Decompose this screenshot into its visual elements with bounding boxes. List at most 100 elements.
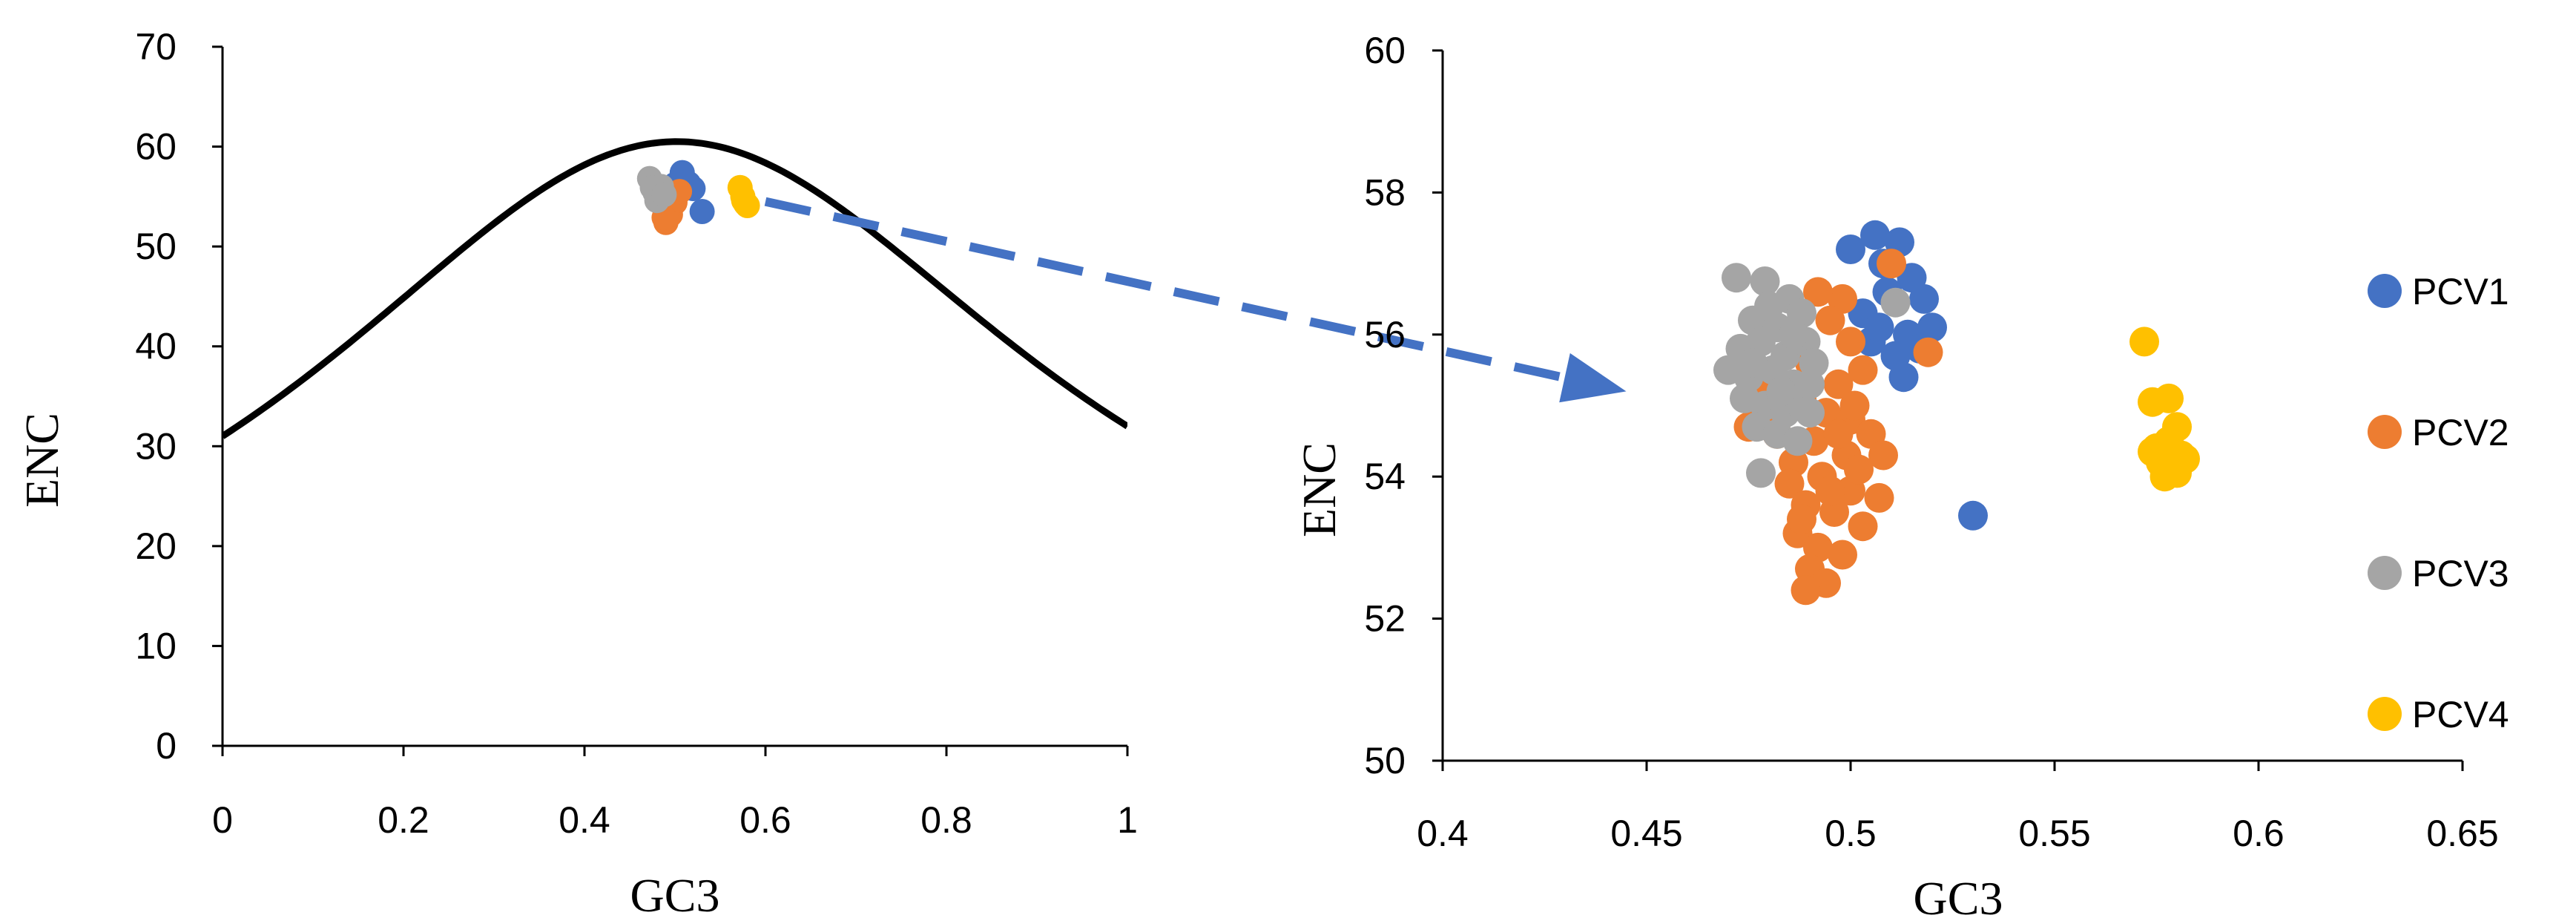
- right-chart: 0.4 0.45 0.5 0.55 0.6 0.65 50 52 54 56 58 60 GC3 EN…: [1293, 30, 2509, 918]
- right-x-tick-label: 0.6: [2233, 813, 2285, 854]
- left-x-axis-title: GC3: [630, 869, 720, 918]
- right-x-axis-title: GC3: [1914, 872, 2003, 918]
- legend: PCV1 PCV2 PCV3 PCV4: [2368, 271, 2509, 735]
- right-point-pcv2: [1774, 468, 1805, 499]
- right-point-pcv1: [1888, 362, 1919, 393]
- right-x-tick-label: 0.55: [2018, 813, 2090, 854]
- right-point-pcv3: [1746, 458, 1776, 488]
- right-point-pcv4: [2162, 458, 2192, 488]
- right-y-tick-label: 50: [1364, 740, 1406, 781]
- expected-enc-curve: [223, 138, 1127, 439]
- left-y-tick-label: 40: [135, 326, 177, 367]
- right-x-tick-label: 0.5: [1825, 813, 1877, 854]
- left-y-tick-label: 70: [135, 26, 177, 68]
- right-series-pcv4: [2129, 327, 2200, 492]
- left-x-tick-label: 0.8: [920, 799, 972, 841]
- left-series-pcv4: [727, 174, 760, 218]
- legend-item-pcv2: PCV2: [2368, 412, 2509, 453]
- left-point-pcv1: [689, 199, 715, 224]
- right-point-pcv1: [1860, 220, 1890, 250]
- right-point-pcv2: [1815, 476, 1845, 506]
- right-series-pcv2: [1733, 249, 1943, 606]
- right-point-pcv2: [1848, 355, 1878, 385]
- left-y-tick-label: 60: [135, 126, 177, 168]
- right-point-pcv3: [1795, 369, 1825, 399]
- right-point-pcv2: [1848, 511, 1878, 542]
- right-point-pcv2: [1839, 390, 1870, 421]
- right-y-axis-title: ENC: [1293, 442, 1345, 537]
- left-x-tick-label: 1: [1117, 799, 1138, 841]
- left-series-pcv3: [636, 165, 677, 214]
- right-point-pcv3: [1766, 376, 1796, 407]
- legend-marker-pcv2: [2368, 415, 2402, 449]
- right-point-pcv3: [1779, 319, 1808, 350]
- right-point-pcv2: [1828, 540, 1857, 570]
- right-point-pcv2: [1913, 337, 1943, 367]
- right-point-pcv1: [1836, 235, 1865, 264]
- right-y-tick-label: 60: [1364, 30, 1406, 71]
- right-point-pcv4: [2138, 436, 2167, 467]
- left-x-tick-label: 0.6: [739, 799, 791, 841]
- left-y-tick-label: 30: [135, 425, 177, 467]
- right-y-tick-label: 58: [1364, 171, 1406, 213]
- right-point-pcv2: [1836, 327, 1865, 357]
- right-y-tick-label: 54: [1364, 456, 1406, 497]
- right-point-pcv2: [1791, 575, 1821, 606]
- zoom-arrow-line: [764, 197, 1566, 382]
- right-point-pcv1: [1909, 283, 1939, 314]
- right-point-pcv2: [1864, 482, 1894, 513]
- right-point-pcv3: [1722, 263, 1751, 293]
- legend-label-pcv1: PCV1: [2412, 271, 2509, 312]
- left-y-tick-label: 0: [156, 725, 177, 767]
- left-y-tick-label: 50: [135, 226, 177, 267]
- right-x-tick-label: 0.65: [2426, 813, 2498, 854]
- legend-item-pcv4: PCV4: [2368, 694, 2509, 735]
- zoom-arrow-head: [1559, 353, 1627, 403]
- legend-marker-pcv4: [2368, 697, 2402, 731]
- legend-label-pcv2: PCV2: [2412, 412, 2509, 453]
- right-point-pcv2: [1803, 277, 1833, 307]
- left-x-tick-label: 0: [212, 799, 233, 841]
- right-x-tick-label: 0.4: [1417, 813, 1469, 854]
- right-y-tick-label: 56: [1364, 314, 1406, 355]
- left-point-pcv3: [651, 182, 677, 208]
- left-x-tick-label: 0.2: [378, 799, 429, 841]
- right-plot-area: [1713, 220, 2200, 606]
- right-y-tick-label: 52: [1364, 598, 1406, 640]
- right-point-pcv2: [1815, 305, 1845, 335]
- left-y-tick-label: 20: [135, 525, 177, 567]
- right-point-pcv3: [1750, 266, 1780, 296]
- right-point-pcv2: [1877, 249, 1906, 279]
- right-point-pcv3: [1754, 291, 1784, 321]
- legend-label-pcv4: PCV4: [2412, 694, 2509, 735]
- right-point-pcv1: [1864, 312, 1894, 343]
- zoom-arrow: [764, 197, 1627, 403]
- left-point-pcv4: [731, 188, 757, 214]
- right-point-pcv3: [1738, 348, 1768, 378]
- right-point-pcv1: [1958, 500, 1988, 531]
- left-y-axis-title: ENC: [16, 413, 68, 508]
- legend-label-pcv3: PCV3: [2412, 553, 2509, 594]
- legend-marker-pcv1: [2368, 274, 2402, 308]
- right-tick-labels: 0.4 0.45 0.5 0.55 0.6 0.65 50 52 54 56 58 60: [1364, 30, 2498, 854]
- right-axes: [1432, 49, 2464, 771]
- right-point-pcv2: [1844, 454, 1874, 485]
- right-point-pcv3: [1795, 398, 1825, 428]
- left-x-tick-label: 0.4: [559, 799, 610, 841]
- right-point-pcv3: [1880, 287, 1911, 318]
- legend-item-pcv1: PCV1: [2368, 271, 2509, 312]
- right-point-pcv4: [2154, 383, 2184, 413]
- left-axes: [212, 45, 1129, 756]
- right-point-pcv2: [1823, 369, 1854, 399]
- right-series-pcv3: [1713, 263, 1911, 488]
- right-point-pcv2: [1868, 440, 1898, 471]
- left-y-tick-label: 10: [135, 625, 177, 666]
- legend-marker-pcv3: [2368, 556, 2402, 590]
- right-x-tick-label: 0.45: [1610, 813, 1682, 854]
- right-point-pcv2: [1823, 419, 1854, 449]
- right-point-pcv3: [1782, 426, 1813, 456]
- right-point-pcv4: [2129, 327, 2159, 357]
